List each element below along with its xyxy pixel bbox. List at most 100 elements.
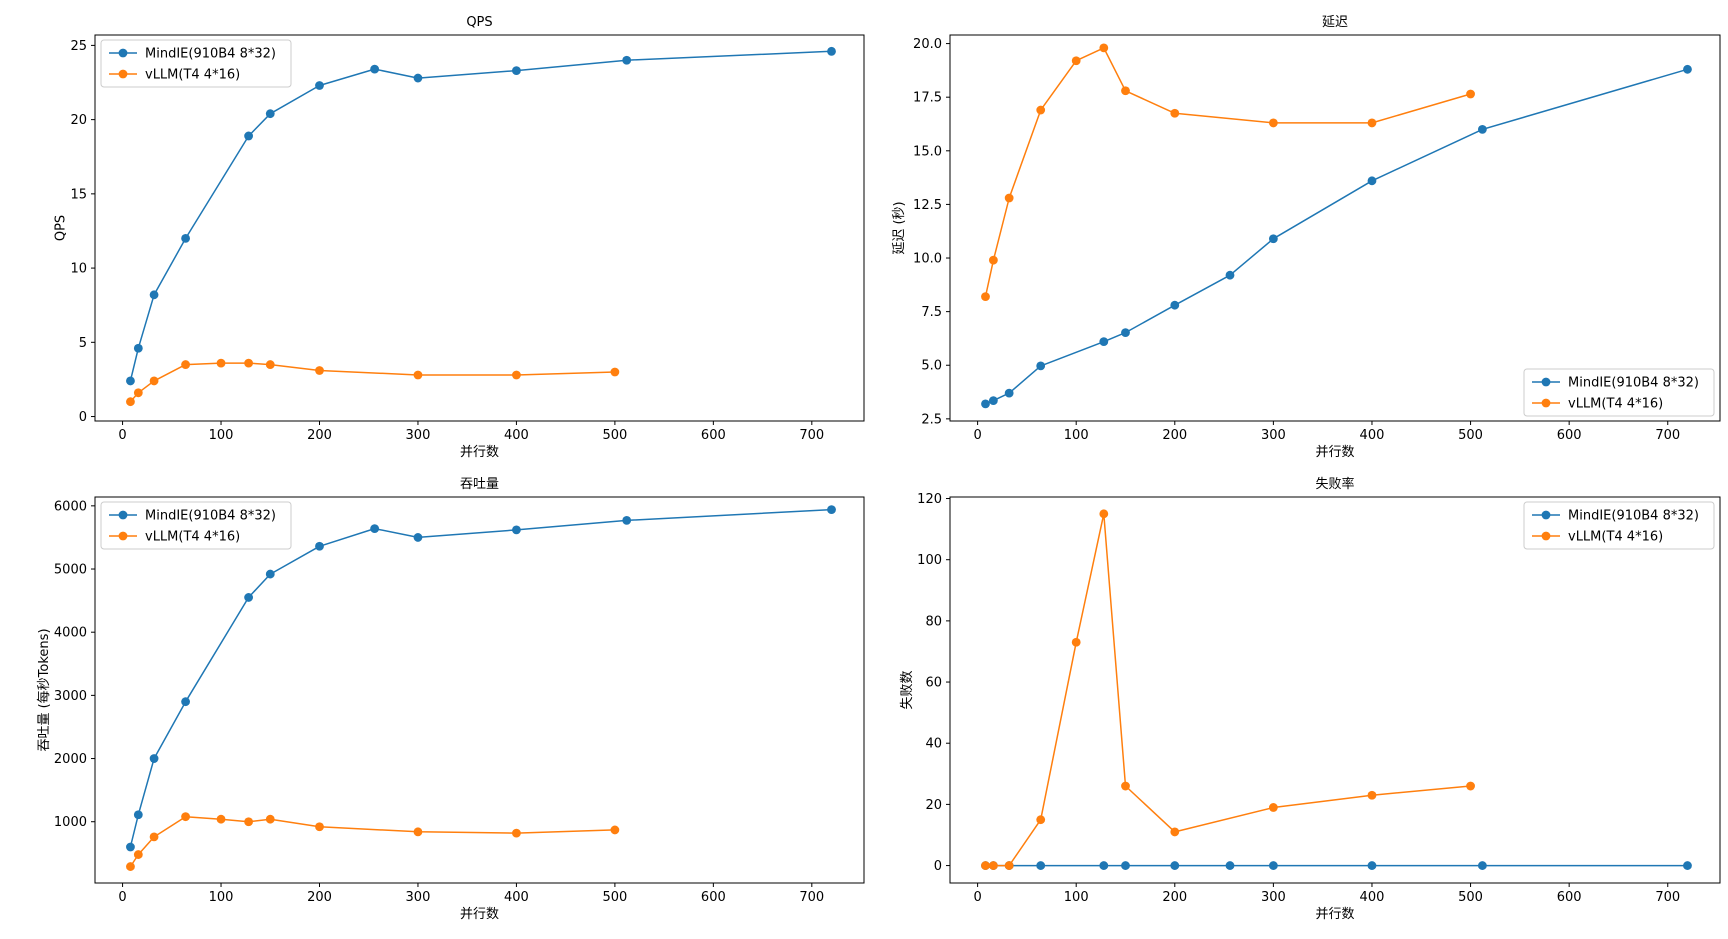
legend-marker: [118, 48, 128, 58]
series-line: [985, 513, 1471, 867]
chart-title: 吞吐量: [460, 477, 499, 492]
x-tick-label: 600: [1557, 428, 1582, 443]
x-tick-label: 300: [1261, 428, 1286, 443]
data-point: [1170, 108, 1180, 118]
y-tick-label: 5000: [54, 563, 87, 578]
data-point: [827, 46, 836, 56]
legend-box: [100, 39, 292, 88]
legend-marker: [1541, 398, 1551, 408]
data-point: [133, 388, 143, 398]
y-tick-label: 5: [79, 336, 87, 351]
legend-label: vLLM(T4 4*16): [1568, 397, 1663, 412]
data-point: [413, 827, 423, 837]
data-point: [1268, 234, 1278, 244]
series-1: [126, 505, 836, 852]
x-axis-label: 并行数: [460, 907, 499, 922]
data-point: [126, 397, 135, 407]
data-point: [1036, 105, 1046, 115]
y-tick-label: 15: [70, 187, 87, 202]
data-point: [149, 754, 159, 763]
x-tick-label: 600: [1557, 890, 1582, 905]
data-point: [149, 290, 159, 300]
legend-box: [100, 501, 292, 550]
data-point: [988, 255, 998, 265]
y-tick-label: 20.0: [913, 37, 942, 52]
x-tick-label: 400: [504, 890, 529, 905]
data-point: [1225, 861, 1235, 870]
data-point: [1099, 861, 1109, 870]
data-point: [512, 370, 521, 380]
data-point: [265, 814, 275, 824]
data-point: [216, 814, 226, 824]
y-axis-label: QPS: [53, 215, 68, 241]
data-point: [1004, 861, 1014, 870]
y-tick-label: 7.5: [921, 305, 942, 320]
data-point: [1225, 270, 1235, 280]
data-point: [413, 533, 423, 542]
x-tick-label: 300: [406, 890, 431, 905]
data-point: [370, 64, 380, 74]
data-point: [1477, 861, 1487, 870]
x-tick-label: 100: [1064, 890, 1089, 905]
plot-frame: [94, 34, 865, 422]
plot-frame: [949, 34, 1721, 422]
x-tick-label: 200: [307, 890, 332, 905]
legend: MindIE(910B4 8*32) vLLM(T4 4*16): [1523, 368, 1715, 417]
y-tick-label: 15.0: [913, 144, 942, 159]
x-tick-label: 500: [602, 890, 627, 905]
y-tick-label: 1000: [54, 815, 87, 830]
legend-marker: [1541, 510, 1551, 520]
y-tick-label: 60: [925, 676, 942, 691]
series-1: [126, 46, 836, 386]
x-tick-label: 700: [1655, 428, 1680, 443]
data-point: [1170, 827, 1180, 837]
chart-panel-3: 吞吐量 0 100 200 300 400 500 600 700 1000 2000 3000 400…: [36, 477, 865, 922]
legend-box: [1523, 368, 1715, 417]
data-point: [133, 343, 143, 353]
data-point: [1121, 861, 1130, 870]
y-tick-label: 25: [70, 39, 87, 54]
x-tick-label: 400: [504, 428, 529, 443]
x-tick-label: 300: [1261, 890, 1286, 905]
x-tick-label: 700: [799, 890, 824, 905]
data-point: [126, 376, 135, 386]
plot-frame: [94, 496, 865, 884]
data-point: [126, 842, 135, 852]
data-point: [1004, 388, 1014, 398]
data-point: [181, 697, 190, 707]
x-tick-label: 500: [1458, 428, 1483, 443]
x-tick-label: 500: [1458, 890, 1483, 905]
y-tick-label: 2000: [54, 752, 87, 767]
data-point: [181, 812, 190, 822]
data-point: [133, 850, 143, 859]
data-point: [181, 233, 190, 243]
data-point: [1071, 637, 1081, 647]
x-tick-label: 300: [406, 428, 431, 443]
chart-panel-2: 延迟 0 100 200 300 400 500 600 700 2.5 5.0 7.5 10.0 12.…: [892, 15, 1721, 460]
data-point: [1170, 861, 1180, 870]
series-1: [981, 861, 1692, 870]
y-tick-label: 10.0: [913, 252, 942, 267]
data-point: [622, 515, 632, 525]
y-tick-label: 100: [917, 553, 942, 568]
series-2: [126, 812, 620, 871]
series-line: [985, 68, 1688, 405]
data-point: [244, 817, 254, 827]
data-point: [981, 292, 990, 302]
x-tick-label: 600: [701, 890, 726, 905]
series-2: [126, 358, 620, 407]
chart-panel-1: QPS 0 100 200 300 400 500 600 700 0 5 10 15 20 25 并行数 QP…: [53, 15, 865, 460]
data-point: [244, 593, 254, 602]
plot-frame: [949, 496, 1721, 884]
y-axis-label: 延迟 (秒): [892, 201, 907, 254]
x-tick-label: 0: [118, 890, 126, 905]
series-line: [129, 815, 615, 868]
data-point: [1121, 781, 1130, 791]
chart-title: 失败率: [1315, 476, 1354, 492]
data-point: [622, 55, 632, 65]
x-tick-label: 700: [1655, 890, 1680, 905]
x-tick-label: 700: [799, 428, 824, 443]
y-tick-label: 20: [70, 113, 87, 128]
y-tick-label: 17.5: [913, 91, 942, 106]
